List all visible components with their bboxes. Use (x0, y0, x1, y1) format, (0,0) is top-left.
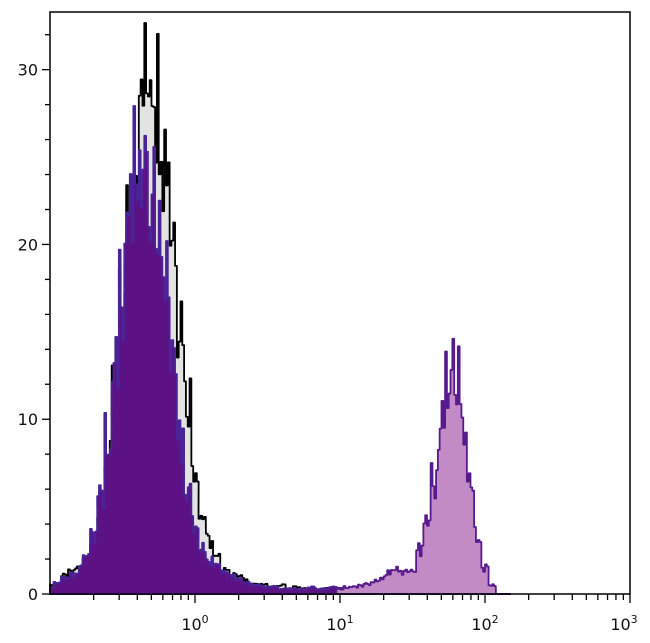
y-tick-label: 20 (18, 235, 38, 254)
x-tick-labels: 100 101 102 103 (181, 613, 637, 634)
x-tick-label: 103 (610, 613, 637, 634)
x-tick-label: 100 (181, 613, 208, 634)
y-tick-label: 10 (18, 410, 38, 429)
x-tick-label: 102 (471, 613, 498, 634)
x-tick-label: 101 (326, 613, 353, 634)
series-layer (49, 22, 512, 595)
y-tick-label: 0 (28, 585, 38, 604)
ticks-layer (42, 34, 631, 603)
y-tick-label: 30 (18, 61, 38, 80)
y-tick-labels: 0 10 20 30 (18, 61, 38, 604)
